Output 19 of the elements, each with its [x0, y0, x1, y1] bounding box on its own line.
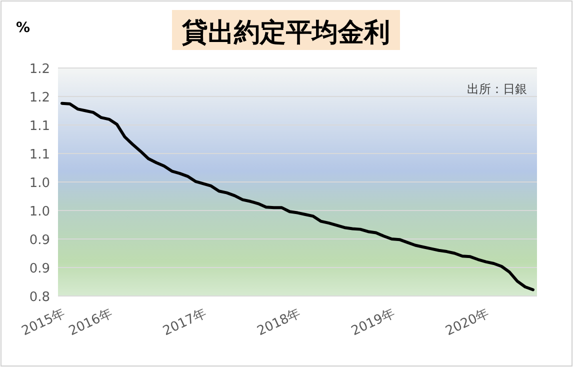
x-tick-label: 2016年: [66, 306, 115, 340]
line-series: [60, 102, 534, 292]
x-tick-label: 2015年: [20, 306, 68, 340]
y-axis-title: %: [16, 20, 30, 36]
y-tick-label: 0.8: [29, 290, 50, 305]
x-tick-label: 2020年: [443, 306, 492, 340]
y-tick-label: 1.0: [29, 204, 50, 220]
y-tick-label: 0.9: [29, 233, 50, 248]
annotation: 出所：日銀: [467, 82, 527, 96]
chart-title: 貸出約定平均金利: [181, 18, 390, 48]
y-tick-label: 1.1: [29, 148, 50, 162]
y-tick-label: 0.9: [29, 262, 50, 276]
y-tick-label: 1.1: [29, 119, 50, 134]
y-tick-label: 1.0: [29, 176, 50, 191]
y-tick-label: 1.2: [29, 90, 50, 106]
y-tick-label: 1.2: [29, 62, 50, 77]
x-tick-label: 2018年: [255, 306, 304, 340]
x-tick-label: 2019年: [349, 306, 398, 340]
x-tick-label: 2017年: [160, 306, 209, 340]
